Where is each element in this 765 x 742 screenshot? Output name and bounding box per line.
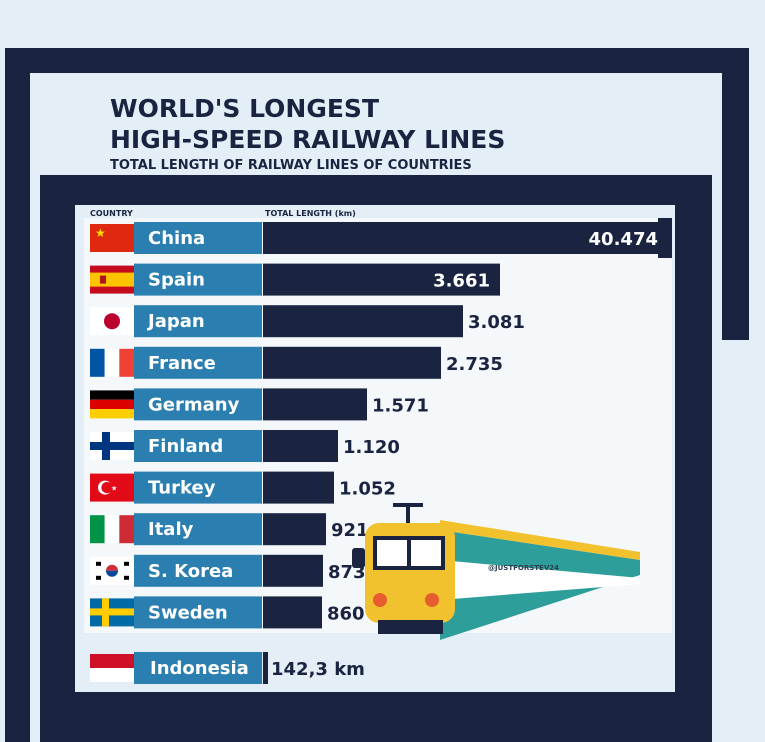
- country-label-box: [134, 430, 262, 462]
- japan-flag-icon: [90, 307, 134, 336]
- value-label: 142,3 km: [271, 659, 365, 680]
- country-label: France: [148, 353, 216, 374]
- bar: [263, 596, 322, 629]
- turkey-flag-icon: ★: [90, 473, 134, 502]
- bar: [263, 554, 323, 587]
- country-label-box: [134, 513, 262, 546]
- country-label-box: [134, 388, 262, 421]
- svg-text:★: ★: [111, 485, 117, 493]
- watermark: @JUSTFORSTEV24: [488, 564, 559, 572]
- finland-flag-icon: [90, 432, 134, 460]
- bar: [263, 471, 334, 504]
- spain-flag-icon: [90, 265, 134, 294]
- country-label: Italy: [148, 519, 194, 540]
- chart-subtitle: TOTAL LENGTH OF RAILWAY LINES OF COUNTRI…: [110, 158, 472, 173]
- country-label: Turkey: [148, 478, 216, 499]
- country-label-box: [134, 471, 262, 504]
- country-label-box: [134, 222, 262, 254]
- country-label: Germany: [148, 394, 240, 415]
- country-label: Sweden: [148, 602, 228, 623]
- china-flag-icon: ★: [90, 224, 134, 252]
- country-label-box: [134, 263, 262, 296]
- country-label: Indonesia: [150, 658, 249, 679]
- value-label: 860: [327, 603, 365, 624]
- country-label-box: [134, 652, 262, 684]
- bar: [263, 346, 441, 379]
- country-label-box: [134, 305, 262, 338]
- country-label: Finland: [148, 436, 223, 457]
- value-label: 921: [331, 520, 369, 541]
- chart-title-line-1: WORLD'S LONGEST: [110, 94, 379, 123]
- south-korea-flag-icon: [90, 556, 134, 585]
- bar: [263, 222, 668, 254]
- train-icon: [352, 503, 640, 640]
- bar: [263, 305, 463, 338]
- column-header-length: TOTAL LENGTH (km): [265, 209, 356, 218]
- value-label: 3.661: [433, 271, 490, 292]
- value-label: 1.120: [343, 437, 400, 458]
- bar: [263, 388, 367, 421]
- country-label: Japan: [146, 311, 205, 332]
- chart-title-line-2: HIGH-SPEED RAILWAY LINES: [110, 125, 506, 154]
- bar: [263, 430, 338, 462]
- indonesia-flag-icon: [90, 654, 134, 682]
- bar-cap: [658, 218, 672, 258]
- value-label: 40.474: [589, 229, 658, 250]
- column-header-country: COUNTRY: [90, 209, 133, 218]
- bottom-band: [68, 692, 690, 742]
- svg-text:★: ★: [95, 226, 106, 240]
- sweden-flag-icon: [90, 598, 134, 627]
- value-label: 1.571: [372, 395, 429, 416]
- country-label: Spain: [148, 270, 205, 291]
- country-label: S. Korea: [148, 561, 233, 582]
- france-flag-icon: [90, 348, 134, 377]
- bar: [263, 513, 326, 546]
- country-label-box: [134, 596, 262, 629]
- country-label-box: [134, 554, 262, 587]
- value-label: 3.081: [468, 312, 525, 333]
- country-label: China: [148, 228, 205, 249]
- bar: [263, 652, 268, 684]
- italy-flag-icon: [90, 515, 134, 544]
- bar: [263, 263, 500, 296]
- germany-flag-icon: [90, 390, 134, 419]
- background-strip: [722, 340, 765, 742]
- country-label-box: [134, 346, 262, 379]
- value-label: 2.735: [446, 354, 503, 375]
- value-label: 1.052: [339, 479, 396, 500]
